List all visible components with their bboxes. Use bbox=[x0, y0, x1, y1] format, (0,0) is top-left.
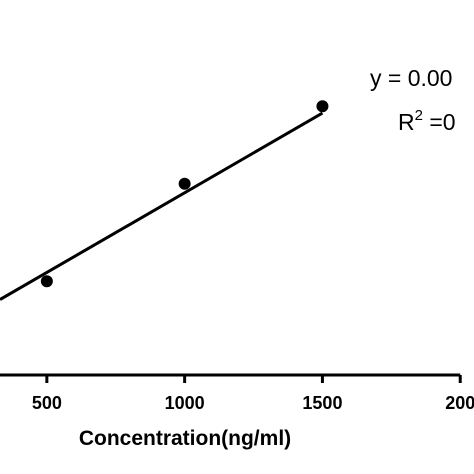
x-tick-label: 500 bbox=[32, 393, 62, 413]
r2-base: R bbox=[398, 109, 415, 135]
x-tick-label: 1000 bbox=[165, 393, 205, 413]
r2-sup: 2 bbox=[415, 107, 423, 124]
data-point bbox=[40, 275, 53, 288]
x-axis-label: Concentration(ng/ml) bbox=[79, 427, 291, 450]
data-point bbox=[178, 177, 191, 190]
r2-annotation: R2 =0 bbox=[398, 107, 456, 135]
x-tick-label: 200 bbox=[445, 393, 474, 413]
x-tick-label: 1500 bbox=[302, 393, 342, 413]
fit-line bbox=[0, 111, 324, 301]
equation: y = 0.00 bbox=[370, 65, 452, 91]
r2-rest: =0 bbox=[423, 109, 456, 135]
data-point bbox=[316, 100, 329, 113]
